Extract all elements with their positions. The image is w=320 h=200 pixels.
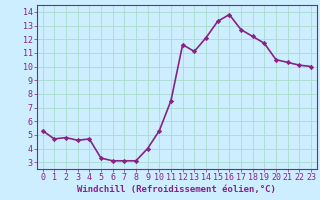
X-axis label: Windchill (Refroidissement éolien,°C): Windchill (Refroidissement éolien,°C) [77, 185, 276, 194]
